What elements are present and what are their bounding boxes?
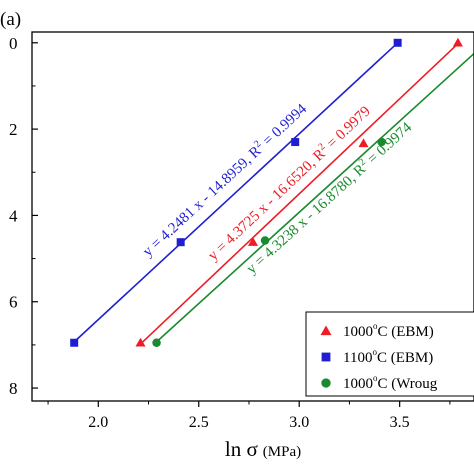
data-point-1: [135, 337, 146, 347]
y-axis: 0 2 4 6 8: [9, 34, 38, 398]
fit-line-3: [156, 52, 474, 343]
data-point-2: [70, 338, 79, 347]
data-point-2: [393, 38, 402, 47]
data-point-3: [152, 338, 161, 347]
data-point-3: [377, 137, 386, 147]
legend-box: [305, 311, 474, 397]
y-tick-label: 2: [9, 120, 18, 139]
x-tick-label: 3.0: [289, 414, 309, 431]
legend: 1000oC (EBM) 1100oC (EBM) 1000oC (Wroug: [305, 311, 474, 397]
legend-marker-1: [320, 325, 332, 336]
y-tick-label: 8: [9, 379, 18, 398]
x-tick-label: 2.5: [189, 414, 209, 431]
data-point-2: [291, 138, 300, 147]
x-axis-label: ln σ (MPa): [225, 437, 301, 461]
y-tick-label: 4: [9, 206, 18, 225]
legend-label-3: 1000oC (Wroug: [343, 373, 438, 392]
plot-frame: [31, 31, 474, 402]
fit-line-2: [73, 42, 399, 343]
x-tick-label: 3.5: [390, 414, 410, 431]
x-tick-label: 2.0: [88, 414, 108, 431]
data-point-1: [452, 37, 463, 47]
legend-marker-3: [321, 378, 331, 388]
data-point-3: [260, 236, 270, 245]
fit-lines: [73, 42, 474, 345]
fit-line-1: [139, 43, 459, 345]
data-point-2: [176, 238, 185, 247]
legend-label-1: 1000oC (EBM): [343, 321, 434, 340]
x-axis: 2.0 2.5 3.0 3.5: [47, 401, 451, 431]
data-point-1: [248, 237, 258, 246]
y-tick-label: 0: [9, 34, 18, 53]
data-point-1: [358, 138, 369, 148]
data-markers: [70, 37, 463, 347]
legend-label-2: 1100oC (EBM): [343, 347, 433, 366]
panel-label: (a): [0, 9, 21, 30]
y-tick-label: 6: [9, 293, 18, 312]
legend-marker-2: [321, 352, 331, 362]
